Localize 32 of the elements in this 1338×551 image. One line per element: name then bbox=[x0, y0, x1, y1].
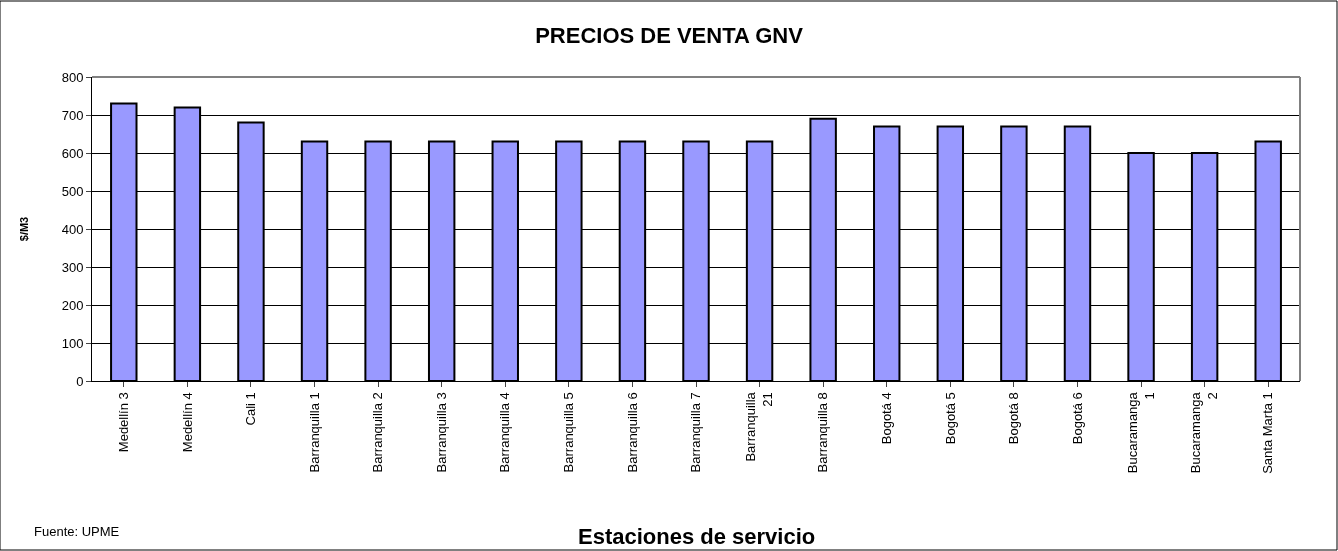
x-axis-title: Estaciones de servicio bbox=[578, 524, 816, 549]
x-tick-label: Bogotá 8 bbox=[1006, 392, 1022, 445]
chart-title: PRECIOS DE VENTA GNV bbox=[535, 22, 804, 48]
x-tick-label: Cali 1 bbox=[243, 392, 259, 426]
x-tick-label: Bogotá 4 bbox=[878, 392, 894, 445]
y-tick-label: 0 bbox=[76, 373, 84, 389]
x-tick-label: Barranquilla 1 bbox=[306, 392, 322, 473]
x-tick-label: Santa Marta 1 bbox=[1260, 392, 1276, 474]
x-tick-label: Bogotá 6 bbox=[1069, 392, 1085, 445]
x-tick-label: Barranquilla 3 bbox=[433, 392, 449, 473]
y-tick-label: 400 bbox=[61, 221, 84, 237]
y-axis-title: $/M3 bbox=[18, 216, 31, 242]
x-tick-label: Bucaramanga 1 bbox=[1124, 391, 1157, 474]
y-tick-label: 100 bbox=[61, 335, 84, 351]
y-tick-label: 600 bbox=[61, 145, 84, 161]
x-tick-label: Bogotá 5 bbox=[942, 392, 958, 445]
source-note: Fuente: UPME bbox=[34, 524, 120, 539]
y-tick-label: 200 bbox=[61, 297, 84, 313]
y-tick-label: 300 bbox=[61, 259, 84, 275]
x-tick-label: Barranquilla 4 bbox=[497, 392, 513, 473]
x-tick-label: Bucaramanga 2 bbox=[1188, 391, 1221, 474]
x-tick-label: Barranquilla 2 bbox=[370, 392, 386, 473]
x-tick-label: Barranquilla 8 bbox=[815, 392, 831, 473]
y-tick-label: 700 bbox=[61, 107, 84, 123]
x-tick-label: Medellín 4 bbox=[179, 392, 195, 453]
x-tick-label: Barranquilla 21 bbox=[743, 391, 776, 462]
y-tick-label: 800 bbox=[61, 69, 84, 85]
x-tick-label: Barranquilla 6 bbox=[624, 392, 640, 473]
x-tick-label: Barranquilla 7 bbox=[688, 392, 704, 473]
x-tick-label: Medellín 3 bbox=[116, 392, 132, 453]
x-tick-label: Barranquilla 5 bbox=[561, 392, 577, 473]
y-tick-label: 500 bbox=[61, 183, 84, 199]
